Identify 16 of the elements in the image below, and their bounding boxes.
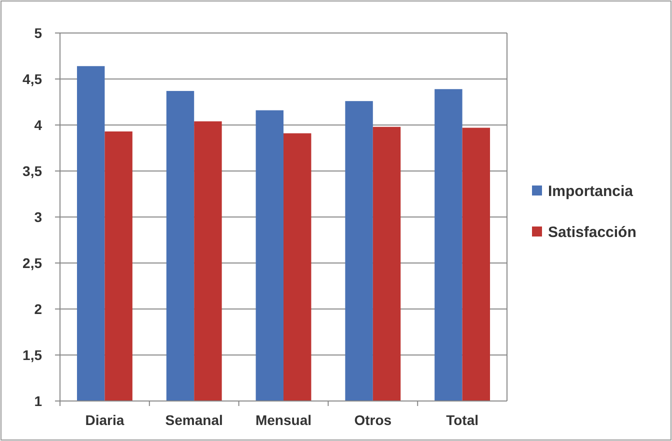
x-tick-label: Mensual — [255, 412, 312, 428]
x-tick-label: Semanal — [165, 412, 223, 428]
y-tick-label: 3 — [34, 208, 42, 225]
legend-label: Importancia — [548, 182, 634, 200]
y-tick-label: 2 — [34, 300, 42, 317]
x-tick-label: Total — [446, 412, 479, 428]
y-tick-label: 4 — [34, 116, 42, 133]
y-tick-label: 5 — [34, 24, 42, 41]
y-tick-label: 1,5 — [22, 346, 42, 363]
y-tick-label: 1 — [34, 392, 42, 409]
x-tick-label: Otros — [354, 412, 392, 428]
x-tick-label: Diaria — [85, 412, 124, 428]
y-tick-label: 4,5 — [22, 70, 42, 87]
y-tick-label: 3,5 — [22, 162, 42, 179]
legend-label: Satisfacción — [548, 224, 636, 241]
y-tick-label: 2,5 — [22, 254, 42, 271]
